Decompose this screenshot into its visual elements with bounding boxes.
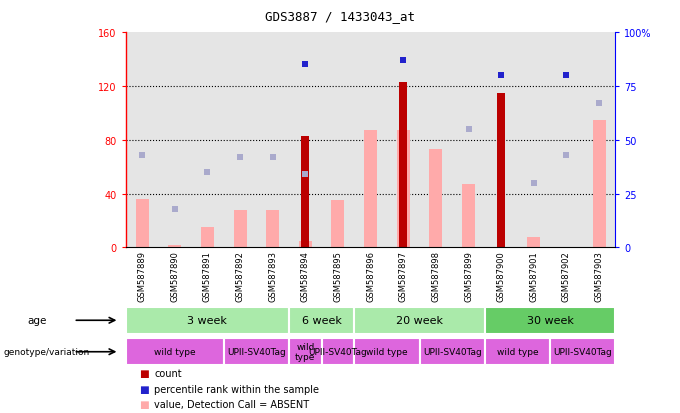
Text: percentile rank within the sample: percentile rank within the sample [154,384,320,394]
Bar [168,245,182,248]
Bar [354,339,420,365]
Bar [497,93,505,248]
Bar [322,33,354,248]
Text: UPII-SV40Tag: UPII-SV40Tag [227,347,286,356]
Bar [126,339,224,365]
Bar [485,307,615,334]
Bar [420,33,452,248]
Text: UPII-SV40Tag: UPII-SV40Tag [423,347,481,356]
Bar [429,150,443,248]
Bar [396,131,410,248]
Text: 6 week: 6 week [302,316,341,325]
Bar [517,33,550,248]
Bar [399,83,407,248]
Bar [301,136,309,248]
Bar [322,339,354,365]
Bar [289,33,322,248]
Text: wild type: wild type [496,347,539,356]
Bar [126,307,289,334]
Bar [331,201,345,248]
Bar [485,33,517,248]
Bar [289,307,354,334]
Bar [224,339,289,365]
Text: UPII-SV40Tag: UPII-SV40Tag [309,347,367,356]
Bar [354,307,485,334]
Text: count: count [154,368,182,378]
Text: ■: ■ [139,384,149,394]
Bar [354,33,387,248]
Bar [266,210,279,248]
Bar [299,241,312,248]
Bar [191,33,224,248]
Text: UPII-SV40Tag: UPII-SV40Tag [554,347,612,356]
Bar [233,210,247,248]
Bar [135,199,149,248]
Text: age: age [27,316,46,325]
Text: 20 week: 20 week [396,316,443,325]
Bar [256,33,289,248]
Bar [527,237,541,248]
Text: 3 week: 3 week [188,316,227,325]
Text: genotype/variation: genotype/variation [3,347,90,356]
Text: 30 week: 30 week [527,316,573,325]
Bar [289,339,322,365]
Bar [583,33,615,248]
Bar [592,120,606,248]
Bar [201,228,214,248]
Bar [462,185,475,248]
Bar [158,33,191,248]
Bar [364,131,377,248]
Bar [452,33,485,248]
Bar [550,33,583,248]
Bar [126,33,158,248]
Bar [420,339,485,365]
Bar [485,339,550,365]
Text: wild type: wild type [366,347,408,356]
Text: wild
type: wild type [295,342,316,361]
Text: ■: ■ [139,399,149,409]
Bar [224,33,256,248]
Text: value, Detection Call = ABSENT: value, Detection Call = ABSENT [154,399,309,409]
Bar [387,33,420,248]
Text: wild type: wild type [154,347,196,356]
Text: GDS3887 / 1433043_at: GDS3887 / 1433043_at [265,10,415,23]
Text: ■: ■ [139,368,149,378]
Bar [550,339,615,365]
